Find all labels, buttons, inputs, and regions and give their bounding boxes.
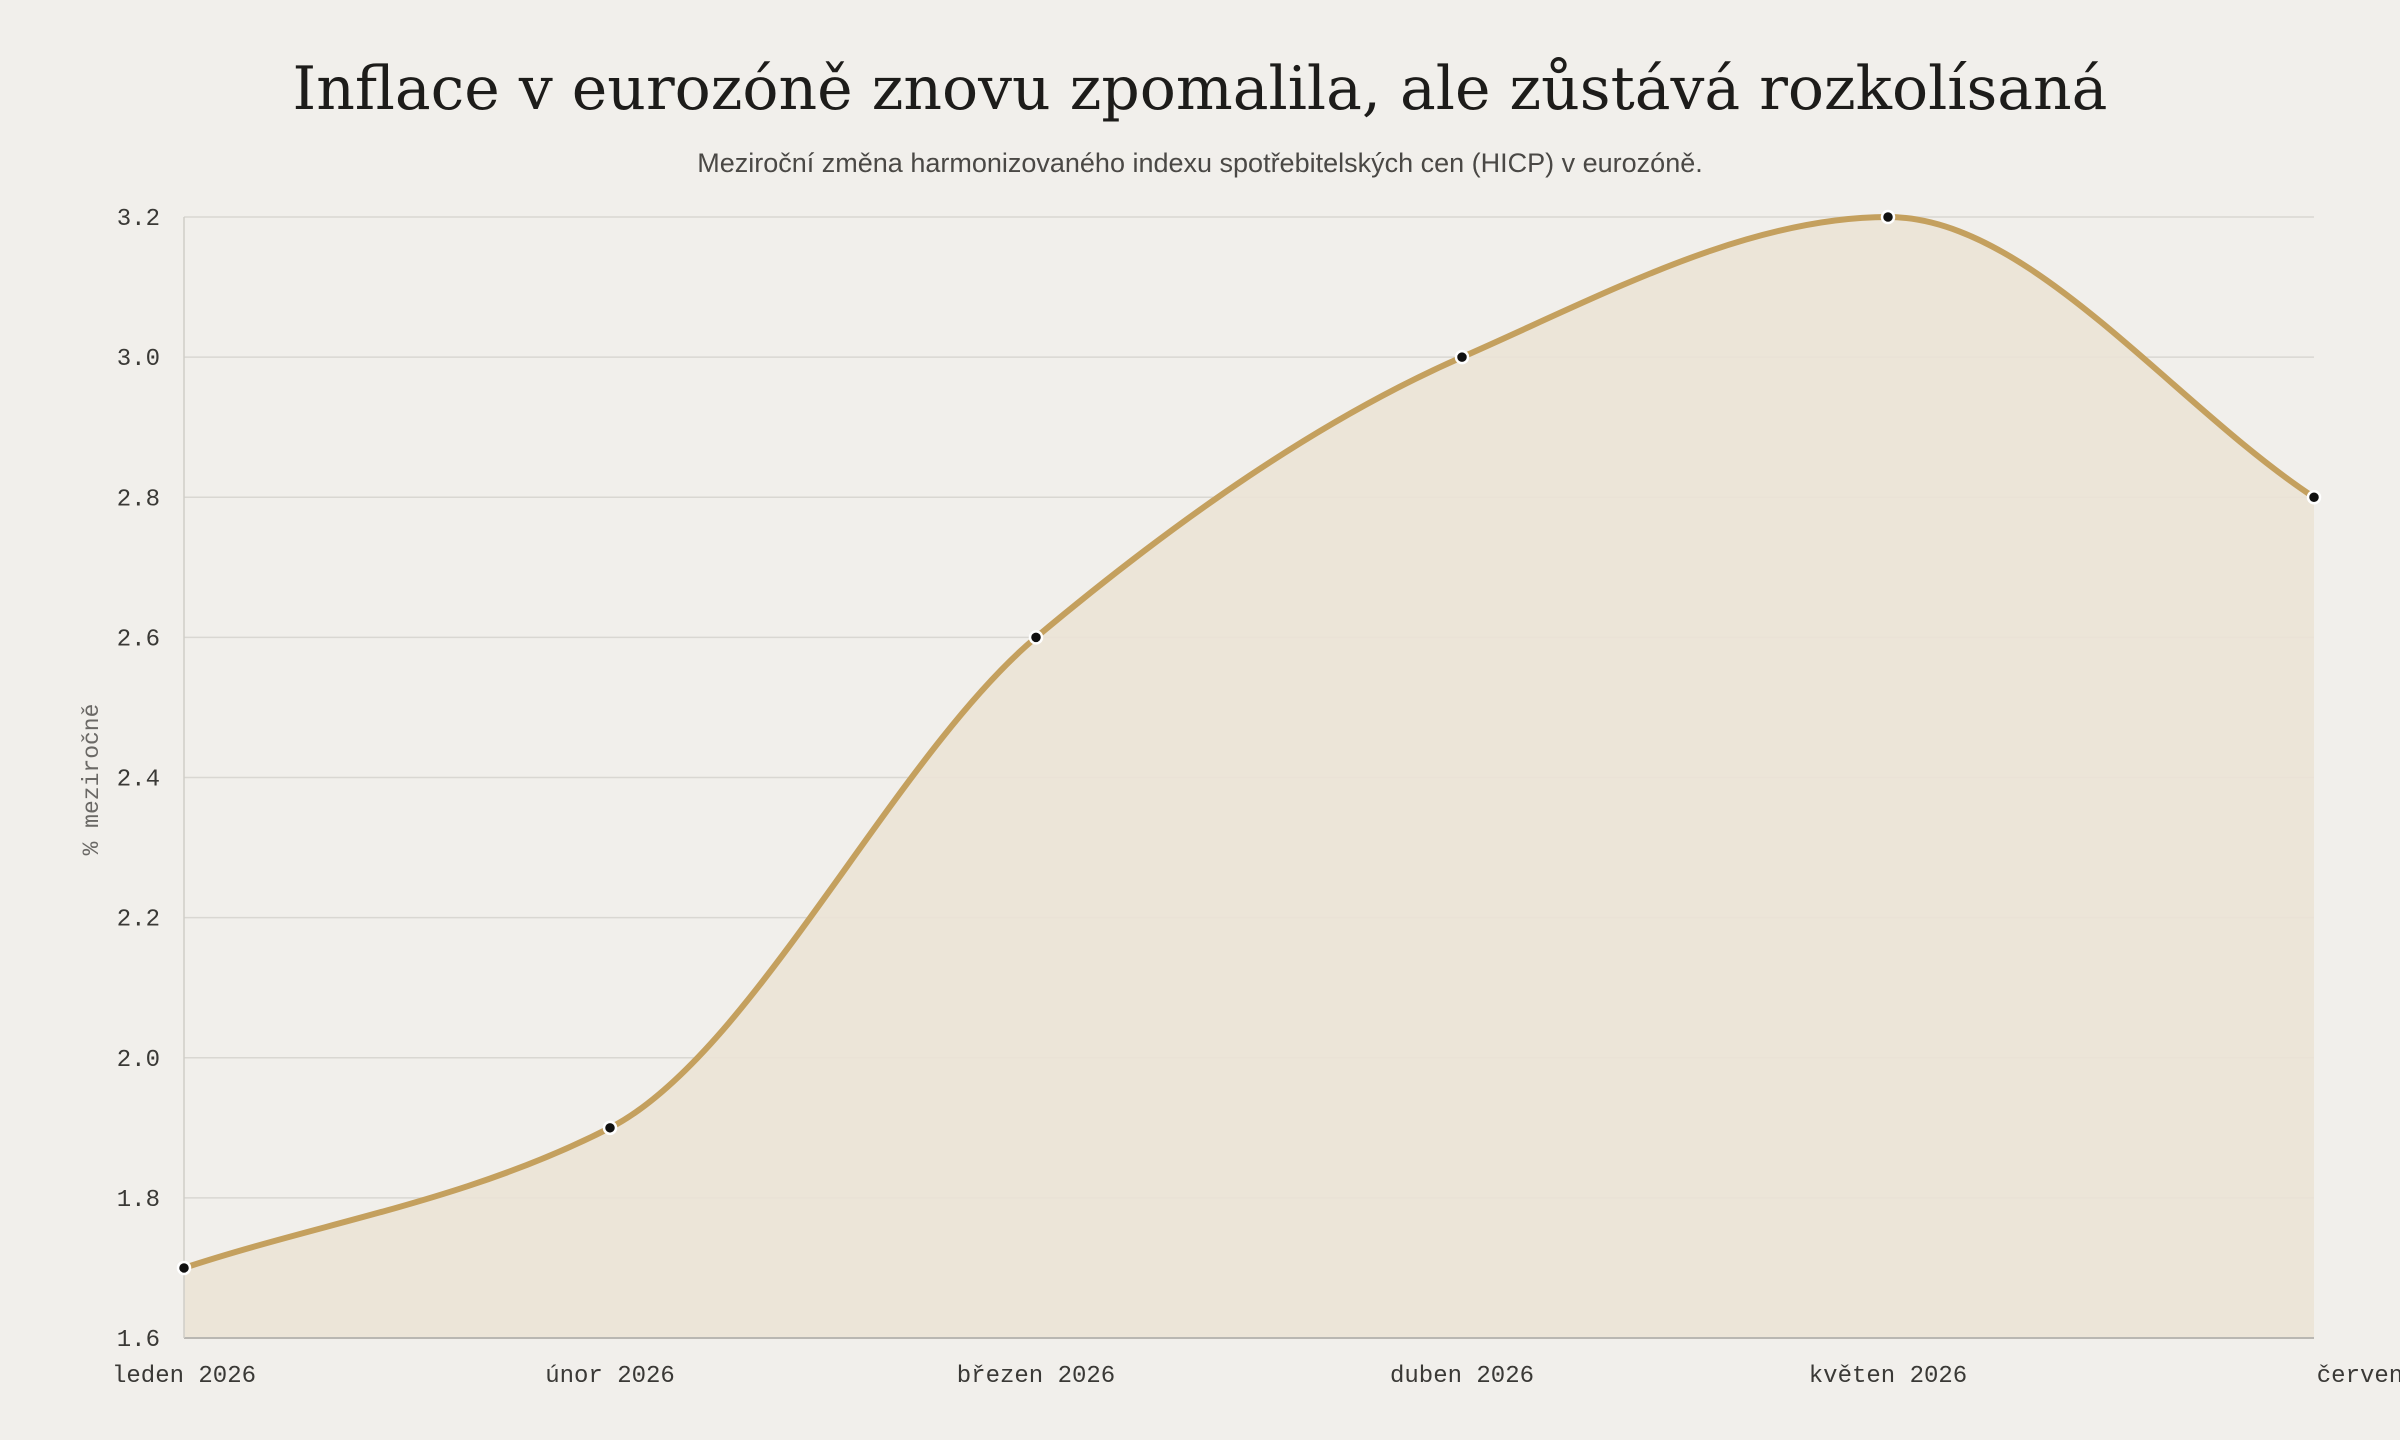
x-tick-label: duben 2026: [1390, 1363, 1534, 1390]
y-tick-label: 1.8: [117, 1187, 160, 1214]
data-point: [1028, 630, 1044, 645]
data-point: [1454, 349, 1470, 365]
data-point: [602, 1120, 618, 1136]
y-tick-label: 3.0: [117, 346, 160, 373]
data-points: [176, 209, 2322, 1276]
y-tick-label: 2.8: [117, 486, 160, 513]
y-axis-label: % meziročně: [79, 704, 105, 856]
chart-subtitle: Meziroční změna harmonizovaného indexu s…: [697, 148, 1703, 178]
x-tick-label: únor 2026: [545, 1363, 675, 1390]
y-tick-label: 3.2: [117, 206, 160, 233]
x-tick-labels: leden 2026 únor 2026 březen 2026 duben 2026…: [112, 1363, 2400, 1390]
data-point: [1880, 209, 1896, 225]
y-tick-label: 2.2: [117, 907, 160, 934]
series-line: [181, 213, 2317, 1271]
data-point: [2306, 490, 2322, 505]
chart-title: Inflace v eurozóně znovu zpomalila, ale …: [292, 54, 2108, 124]
area-fill: [184, 217, 2314, 1338]
y-tick-label: 2.4: [117, 767, 160, 794]
y-tick-label: 2.6: [117, 626, 160, 653]
x-tick-label: květen 2026: [1809, 1363, 1967, 1390]
x-tick-label: březen 2026: [957, 1363, 1115, 1390]
x-tick-label: červen 2026: [2317, 1363, 2400, 1390]
y-tick-label: 1.6: [117, 1327, 160, 1354]
x-tick-label: leden 2026: [112, 1363, 256, 1390]
y-tick-labels: 1.6 1.8 2.0 2.2 2.4 2.6 2.8 3.0 3.2: [117, 206, 160, 1354]
data-point: [176, 1260, 192, 1276]
y-tick-label: 2.0: [117, 1047, 160, 1074]
